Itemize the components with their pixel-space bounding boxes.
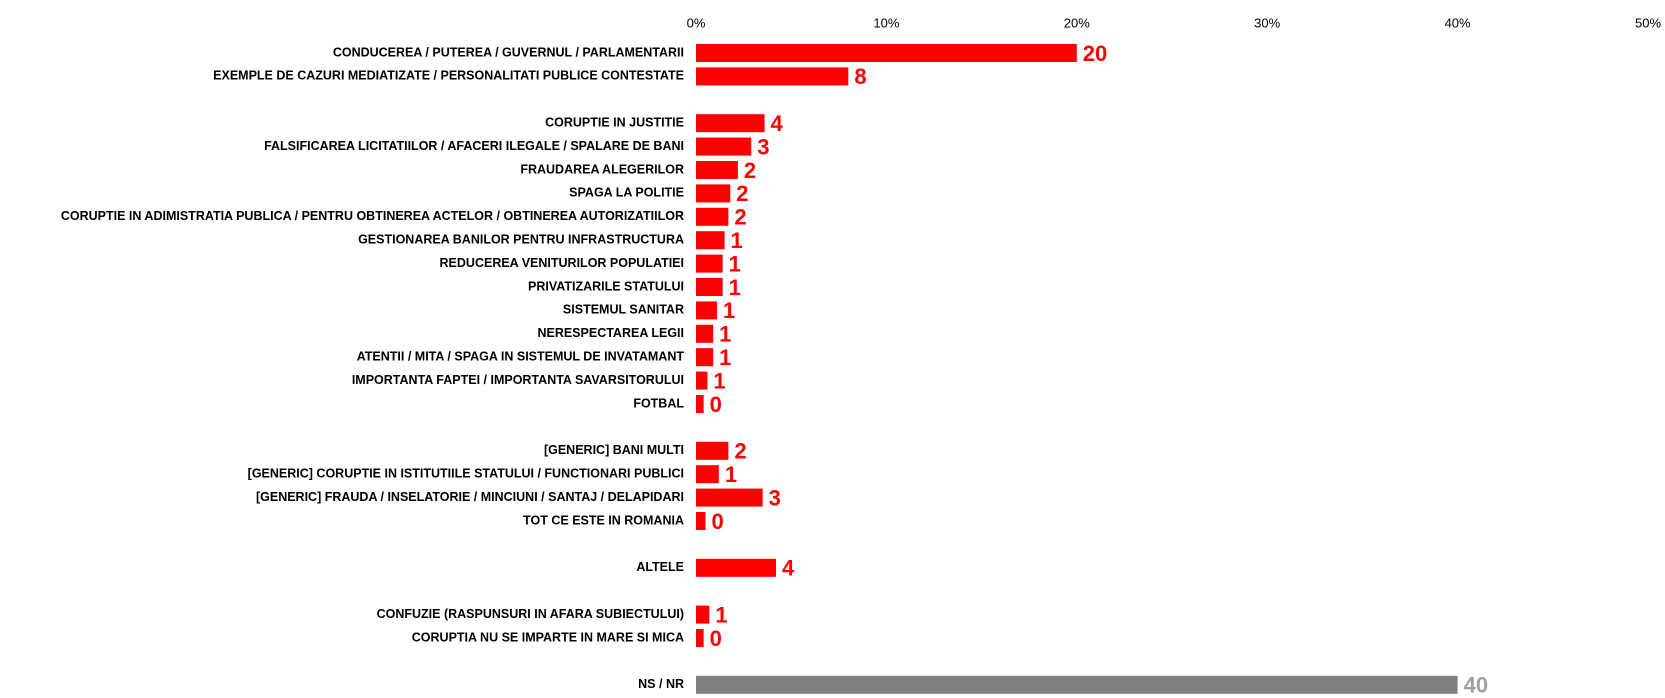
bar <box>696 558 776 577</box>
x-tick-label: 20% <box>1064 15 1090 30</box>
bars <box>696 44 1458 694</box>
value-label: 4 <box>782 556 795 581</box>
value-label: 1 <box>715 602 727 627</box>
value-label: 20 <box>1083 41 1107 66</box>
x-tick-label: 50% <box>1635 15 1661 30</box>
bar <box>696 207 729 226</box>
category-label: FALSIFICAREA LICITATIILOR / AFACERI ILEG… <box>264 139 684 153</box>
category-label: EXEMPLE DE CAZURI MEDIATIZATE / PERSONAL… <box>213 69 684 83</box>
category-label: FOTBAL <box>633 396 684 410</box>
category-label: TOT CE ESTE IN ROMANIA <box>523 513 684 527</box>
bar <box>696 137 752 156</box>
value-label: 0 <box>710 392 722 417</box>
value-label: 3 <box>757 134 769 159</box>
bar <box>696 114 765 133</box>
bar <box>696 605 710 624</box>
bar <box>696 675 1458 694</box>
category-label: ALTELE <box>636 560 684 574</box>
category-label: [GENERIC] FRAUDA / INSELATORIE / MINCIUN… <box>256 490 684 504</box>
bar <box>696 278 723 296</box>
category-label: CONFUZIE (RASPUNSURI IN AFARA SUBIECTULU… <box>377 607 684 621</box>
x-tick-label: 40% <box>1445 15 1471 30</box>
value-label: 1 <box>729 275 741 300</box>
bar <box>696 67 849 86</box>
value-label: 2 <box>734 439 746 464</box>
category-label: CORUPTIE IN JUSTITIE <box>545 115 684 129</box>
bar <box>696 488 763 507</box>
category-label: NERESPECTAREA LEGII <box>537 326 684 340</box>
bar <box>696 371 708 390</box>
bar <box>696 629 704 647</box>
bar <box>696 184 731 203</box>
category-label: CONDUCEREA / PUTEREA / GUVERNUL / PARLAM… <box>333 45 684 59</box>
bar <box>696 161 738 179</box>
bar <box>696 465 719 484</box>
value-label: 0 <box>712 509 724 534</box>
category-label: [GENERIC] BANI MULTI <box>544 443 684 457</box>
category-label: GESTIONAREA BANILOR PENTRU INFRASTRUCTUR… <box>358 232 684 246</box>
x-tick-label: 10% <box>873 15 899 30</box>
bar <box>696 348 714 367</box>
category-label: CORUPTIA NU SE IMPARTE IN MARE SI MICA <box>412 630 684 644</box>
x-tick-label: 30% <box>1254 15 1280 30</box>
category-label: IMPORTANTA FAPTEI / IMPORTANTA SAVARSITO… <box>352 373 684 387</box>
value-label: 2 <box>744 158 756 183</box>
x-axis-ticks: 0% 10% 20% 30% 40% 50% <box>687 15 1662 30</box>
bar <box>696 441 729 460</box>
value-label: 1 <box>725 462 737 487</box>
bar <box>696 324 714 343</box>
category-label: [GENERIC] CORUPTIE IN ISTITUTIILE STATUL… <box>248 466 684 480</box>
x-tick-label: 0% <box>687 15 706 30</box>
category-label: PRIVATIZARILE STATULUI <box>528 279 684 293</box>
value-label: 1 <box>731 228 743 253</box>
category-label: NS / NR <box>638 677 684 691</box>
value-label: 4 <box>771 111 784 136</box>
bar <box>696 231 725 250</box>
value-label: 3 <box>769 485 781 510</box>
category-label: REDUCEREA VENITURILOR POPULATIEI <box>440 256 684 270</box>
bar <box>696 301 717 320</box>
value-label: 2 <box>736 181 748 206</box>
category-label: SISTEMUL SANITAR <box>563 303 684 317</box>
category-label: FRAUDAREA ALEGERILOR <box>520 162 684 176</box>
value-label: 1 <box>729 251 741 276</box>
category-label: CORUPTIE IN ADIMISTRATIA PUBLICA / PENTR… <box>61 209 684 223</box>
value-label: 1 <box>719 345 731 370</box>
category-label: SPAGA LA POLITIE <box>569 186 684 200</box>
value-label: 1 <box>713 368 725 393</box>
value-label: 0 <box>710 626 722 651</box>
value-label: 1 <box>719 322 731 347</box>
bar <box>696 44 1077 62</box>
category-labels: CONDUCEREA / PUTEREA / GUVERNUL / PARLAM… <box>61 45 685 691</box>
value-label: 1 <box>723 298 735 323</box>
value-label: 40 <box>1464 673 1488 698</box>
bar <box>696 512 706 530</box>
value-label: 8 <box>854 64 866 89</box>
category-label: ATENTII / MITA / SPAGA IN SISTEMUL DE IN… <box>357 349 685 363</box>
bar <box>696 395 704 413</box>
value-label: 2 <box>734 205 746 230</box>
bar <box>696 254 723 273</box>
